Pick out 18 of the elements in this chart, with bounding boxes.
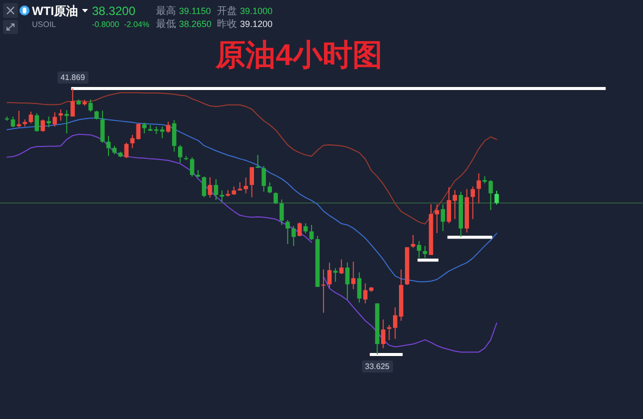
text: 38.3200 <box>92 4 136 18</box>
text: WTI原油 <box>32 4 78 18</box>
annotation: 33.625 <box>365 362 390 371</box>
text: -2.04% <box>124 20 150 29</box>
value-label: 41.869 <box>57 72 88 84</box>
text: 开盘 <box>217 5 237 17</box>
text: 最高 <box>156 5 176 17</box>
text: -0.8000 <box>92 20 120 29</box>
text: 昨收 <box>217 18 237 30</box>
text: 39.1200 <box>240 19 273 29</box>
value-label: 33.625 <box>362 360 394 372</box>
chart-title: 原油4小时图 <box>214 39 382 72</box>
annotation: 41.869 <box>60 73 86 82</box>
text: 38.2650 <box>179 19 212 29</box>
text: 39.1150 <box>179 6 211 16</box>
text: 39.1000 <box>240 6 273 16</box>
text: USOIL <box>32 20 57 29</box>
text: 最低 <box>156 19 176 30</box>
